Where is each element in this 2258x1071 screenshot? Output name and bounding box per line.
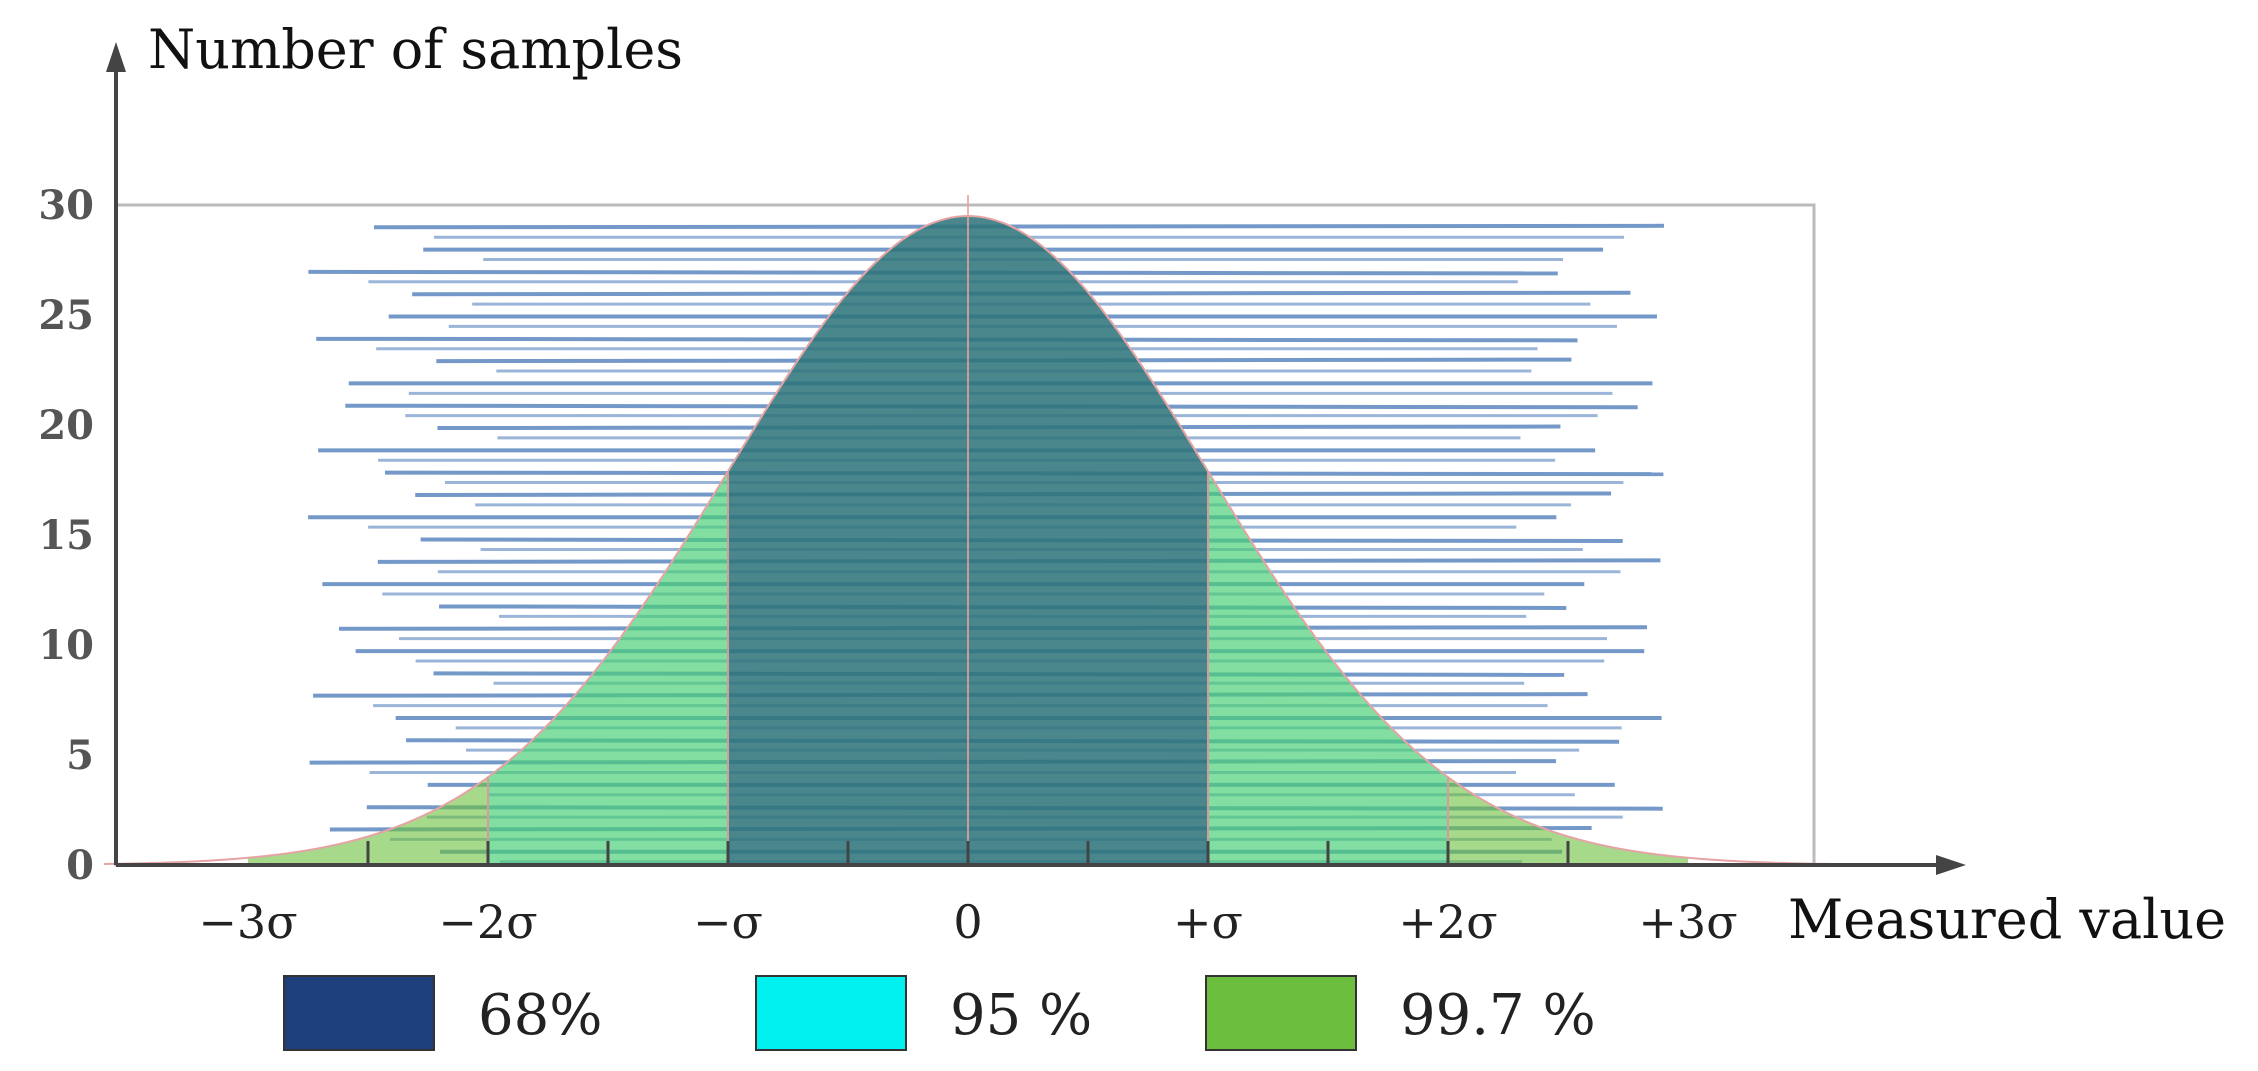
x-tick-label: −σ: [693, 895, 763, 949]
x-tick-label: +σ: [1173, 895, 1243, 949]
axes: [106, 42, 1966, 875]
y-tick-label: 10: [38, 622, 94, 669]
y-axis-label: Number of samples: [148, 18, 683, 81]
y-tick-label: 30: [38, 182, 94, 229]
x-axis-label: Measured value: [1788, 888, 2226, 951]
y-tick-label: 25: [38, 292, 94, 339]
x-ticks: −3σ −2σ −σ 0 +σ +2σ +3σ: [198, 895, 1737, 949]
legend-label: 95 %: [950, 983, 1092, 1048]
legend-swatch: [1205, 975, 1357, 1051]
legend-label: 68%: [478, 983, 602, 1048]
x-tick-label: +2σ: [1398, 895, 1497, 949]
y-tick-label: 20: [38, 402, 94, 449]
legend-swatch: [283, 975, 435, 1051]
x-tick-label: 0: [953, 895, 982, 949]
y-tick-label: 5: [66, 732, 94, 779]
band-overlays: [103, 195, 1833, 865]
sample-line: [373, 223, 1665, 230]
y-ticks: 0 5 10 15 20 25 30: [38, 182, 94, 889]
x-axis-arrow: [1936, 855, 1966, 875]
y-tick-label: 15: [38, 512, 94, 559]
legend-label: 99.7 %: [1400, 983, 1596, 1048]
y-tick-label: 0: [66, 842, 94, 889]
legend-swatch: [755, 975, 907, 1051]
y-axis-arrow: [106, 42, 126, 72]
x-tick-label: −2σ: [438, 895, 537, 949]
legend: 68% 95 % 99.7 %: [283, 975, 1596, 1051]
x-tick-label: −3σ: [198, 895, 297, 949]
x-tick-label: +3σ: [1638, 895, 1737, 949]
